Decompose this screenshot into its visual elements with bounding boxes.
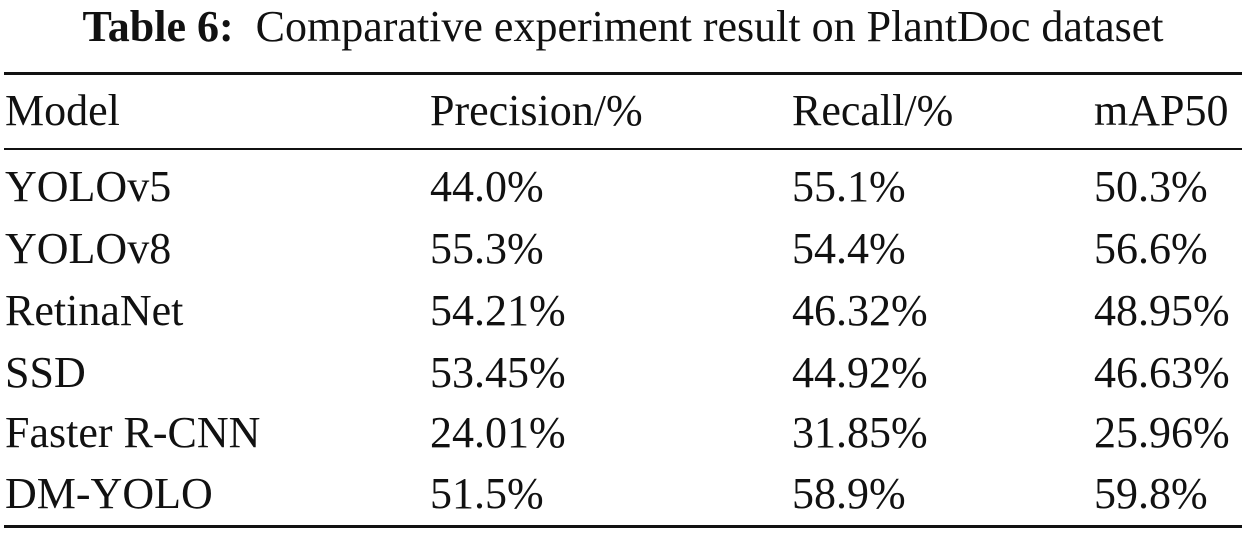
map50-cell: 59.8% — [1094, 469, 1208, 518]
recall-cell: 54.4% — [792, 224, 906, 273]
model-cell: YOLOv8 — [5, 224, 172, 273]
precision-cell: 55.3% — [430, 224, 544, 273]
map50-cell: 46.63% — [1094, 348, 1230, 397]
table-caption: Table 6: Comparative experiment result o… — [0, 2, 1246, 52]
precision-cell: 24.01% — [430, 408, 566, 457]
table-row: Faster R-CNN 24.01% 31.85% 25.96% — [0, 405, 1246, 461]
recall-cell: 55.1% — [792, 162, 906, 211]
model-cell: YOLOv5 — [5, 162, 172, 211]
map50-cell: 25.96% — [1094, 408, 1230, 457]
precision-cell: 54.21% — [430, 286, 566, 335]
model-cell: DM-YOLO — [5, 469, 213, 518]
precision-cell: 44.0% — [430, 162, 544, 211]
table-header-rule — [4, 148, 1242, 150]
header-map50: mAP50 — [1094, 86, 1229, 135]
precision-cell: 53.45% — [430, 348, 566, 397]
map50-cell: 48.95% — [1094, 286, 1230, 335]
table-caption-label: Table 6: — [82, 2, 234, 51]
recall-cell: 46.32% — [792, 286, 928, 335]
map50-cell: 56.6% — [1094, 224, 1208, 273]
table-row: SSD 53.45% 44.92% 46.63% — [0, 345, 1246, 401]
table-row: RetinaNet 54.21% 46.32% 48.95% — [0, 283, 1246, 339]
recall-cell: 31.85% — [792, 408, 928, 457]
table-header-row: Model Precision/% Recall/% mAP50 — [0, 83, 1246, 139]
table-top-rule — [4, 72, 1242, 75]
table-row: DM-YOLO 51.5% 58.9% 59.8% — [0, 466, 1246, 522]
recall-cell: 58.9% — [792, 469, 906, 518]
model-cell: SSD — [5, 348, 86, 397]
model-cell: Faster R-CNN — [5, 408, 261, 457]
map50-cell: 50.3% — [1094, 162, 1208, 211]
precision-cell: 51.5% — [430, 469, 544, 518]
table-row: YOLOv8 55.3% 54.4% 56.6% — [0, 221, 1246, 277]
table-bottom-rule — [4, 525, 1242, 528]
table-caption-text: Comparative experiment result on PlantDo… — [255, 2, 1164, 51]
header-precision: Precision/% — [430, 86, 643, 135]
recall-cell: 44.92% — [792, 348, 928, 397]
model-cell: RetinaNet — [5, 286, 184, 335]
table-row: YOLOv5 44.0% 55.1% 50.3% — [0, 159, 1246, 215]
header-model: Model — [5, 86, 120, 135]
header-recall: Recall/% — [792, 86, 954, 135]
